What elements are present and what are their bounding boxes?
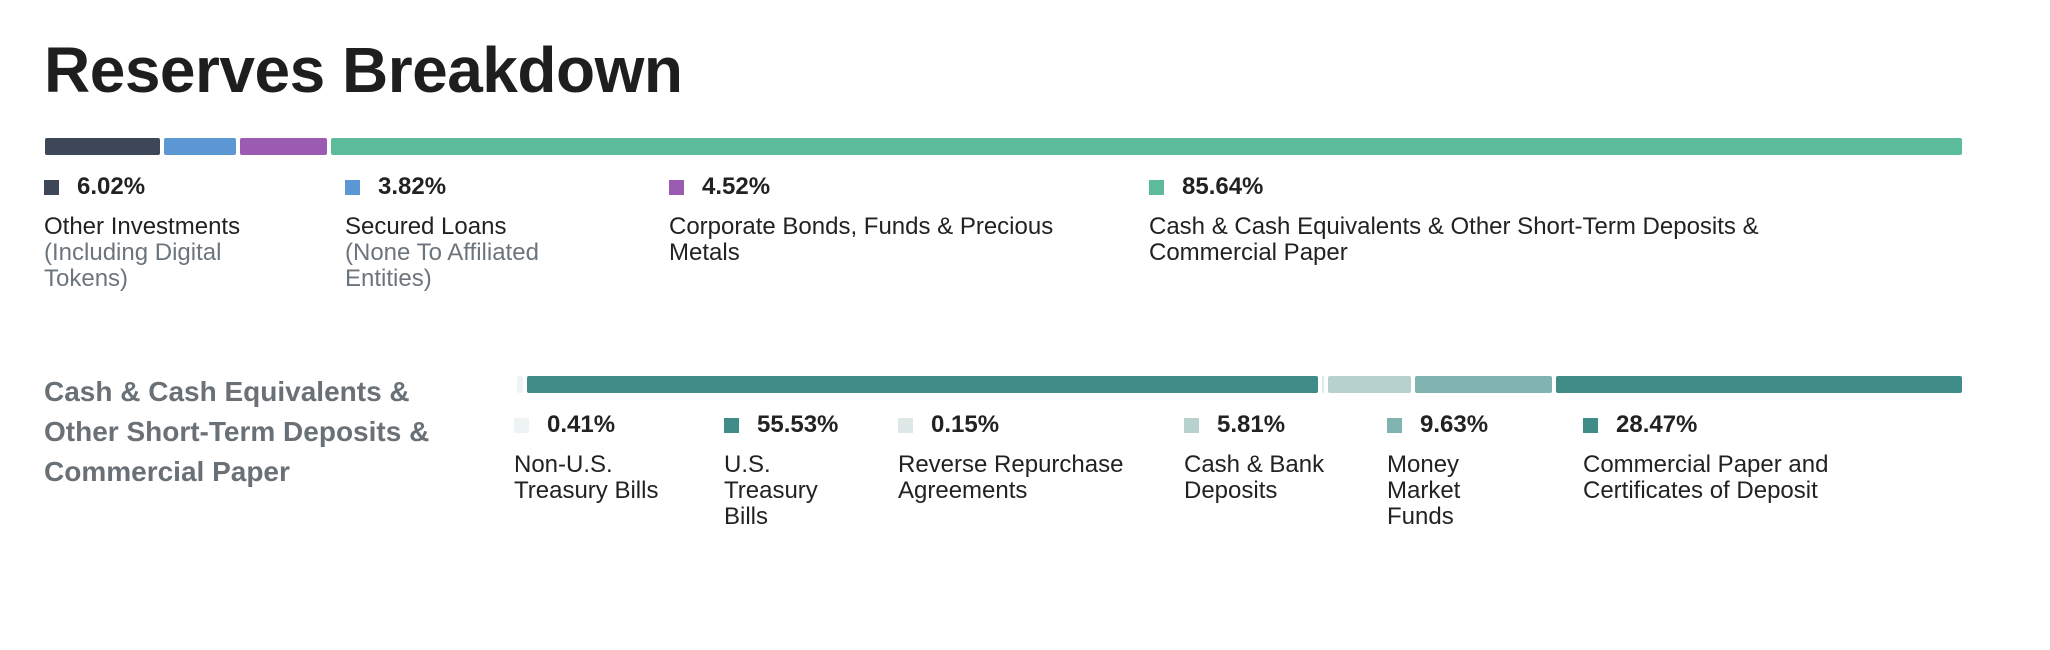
- cash-breakdown-stacked-bar: [517, 376, 1962, 393]
- legend-value: 3.82%: [378, 173, 447, 200]
- legend-value: 9.63%: [1420, 411, 1489, 438]
- legend-label: Money Market Funds: [1387, 451, 1461, 530]
- cash-breakdown-title: Cash & Cash Equivalents & Other Short-Te…: [44, 376, 430, 487]
- bar-segment-money-market-funds: [1415, 376, 1553, 393]
- legend-value: 28.47%: [1616, 411, 1698, 438]
- legend-swatch: [44, 179, 59, 195]
- legend-label: Non-U.S. Treasury Bills: [514, 451, 659, 504]
- legend-item-money-market-funds: 9.63% Money Market Funds: [1387, 410, 1497, 530]
- legend-value: 0.41%: [547, 411, 616, 438]
- legend-item-cash-cash-equivalents-other-short-term-deposits-commercial-paper: 85.64% Cash & Cash Equivalents & Other Sh…: [1149, 172, 1849, 266]
- legend-label: U.S. Treasury Bills: [724, 451, 818, 530]
- page-title: Reserves Breakdown: [44, 34, 683, 106]
- legend-item-cash-bank-deposits: 5.81% Cash & Bank Deposits: [1184, 410, 1364, 504]
- bar-segment-non-u-s-treasury-bills: [517, 376, 523, 393]
- legend-label: Secured Loans: [345, 213, 507, 240]
- legend-item-commercial-paper-and-certificates-of-deposit: 28.47% Commercial Paper and Certificates …: [1583, 410, 1903, 504]
- legend-label: Other Investments: [44, 213, 241, 240]
- legend-item-non-u-s-treasury-bills: 0.41% Non-U.S. Treasury Bills: [514, 410, 684, 504]
- legend-swatch: [345, 179, 360, 195]
- bar-segment-u-s-treasury-bills: [526, 376, 1319, 393]
- legend-value: 55.53%: [757, 411, 839, 438]
- legend-sublabel: (Including Digital Tokens): [44, 239, 222, 292]
- legend-swatch: [514, 417, 529, 433]
- legend-item-secured-loans: 3.82% Secured Loans (None To Affiliated En…: [345, 172, 605, 292]
- reserves-stacked-bar: [45, 138, 1962, 155]
- legend-item-corporate-bonds-funds-precious-metals: 4.52% Corporate Bonds, Funds & Precious M…: [669, 172, 1109, 266]
- legend-label: Reverse Repurchase Agreements: [898, 451, 1124, 504]
- legend-value: 85.64%: [1182, 173, 1264, 200]
- bar-segment-corporate-bonds-funds-precious-metals: [240, 138, 327, 155]
- legend-item-reverse-repurchase-agreements: 0.15% Reverse Repurchase Agreements: [898, 410, 1158, 504]
- legend-value: 4.52%: [702, 173, 771, 200]
- legend-sublabel: (None To Affiliated Entities): [345, 239, 539, 292]
- legend-value: 6.02%: [77, 173, 146, 200]
- legend-label: Cash & Bank Deposits: [1184, 451, 1325, 504]
- legend-label: Corporate Bonds, Funds & Precious Metals: [669, 213, 1054, 266]
- legend-item-other-investments: 6.02% Other Investments (Including Digital…: [44, 172, 289, 292]
- legend-swatch: [898, 417, 913, 433]
- bar-segment-reverse-repurchase-agreements: [1322, 376, 1325, 393]
- bar-segment-secured-loans: [163, 138, 237, 155]
- legend-swatch: [1149, 179, 1164, 195]
- bar-segment-commercial-paper-and-certificates-of-deposit: [1556, 376, 1962, 393]
- legend-label: Commercial Paper and Certificates of Dep…: [1583, 451, 1829, 504]
- legend-swatch: [1184, 417, 1199, 433]
- legend-label: Cash & Cash Equivalents & Other Short-Te…: [1149, 213, 1759, 266]
- legend-swatch: [724, 417, 739, 433]
- bar-segment-other-investments: [45, 138, 160, 155]
- legend-value: 5.81%: [1217, 411, 1286, 438]
- bar-segment-cash-bank-deposits: [1328, 376, 1412, 393]
- legend-item-u-s-treasury-bills: 55.53% U.S. Treasury Bills: [724, 410, 844, 530]
- legend-swatch: [669, 179, 684, 195]
- legend-swatch: [1583, 417, 1598, 433]
- legend-swatch: [1387, 417, 1402, 433]
- legend-value: 0.15%: [931, 411, 1000, 438]
- bar-segment-cash-cash-equivalents-other-short-term-deposits-commercial-paper: [330, 138, 1962, 155]
